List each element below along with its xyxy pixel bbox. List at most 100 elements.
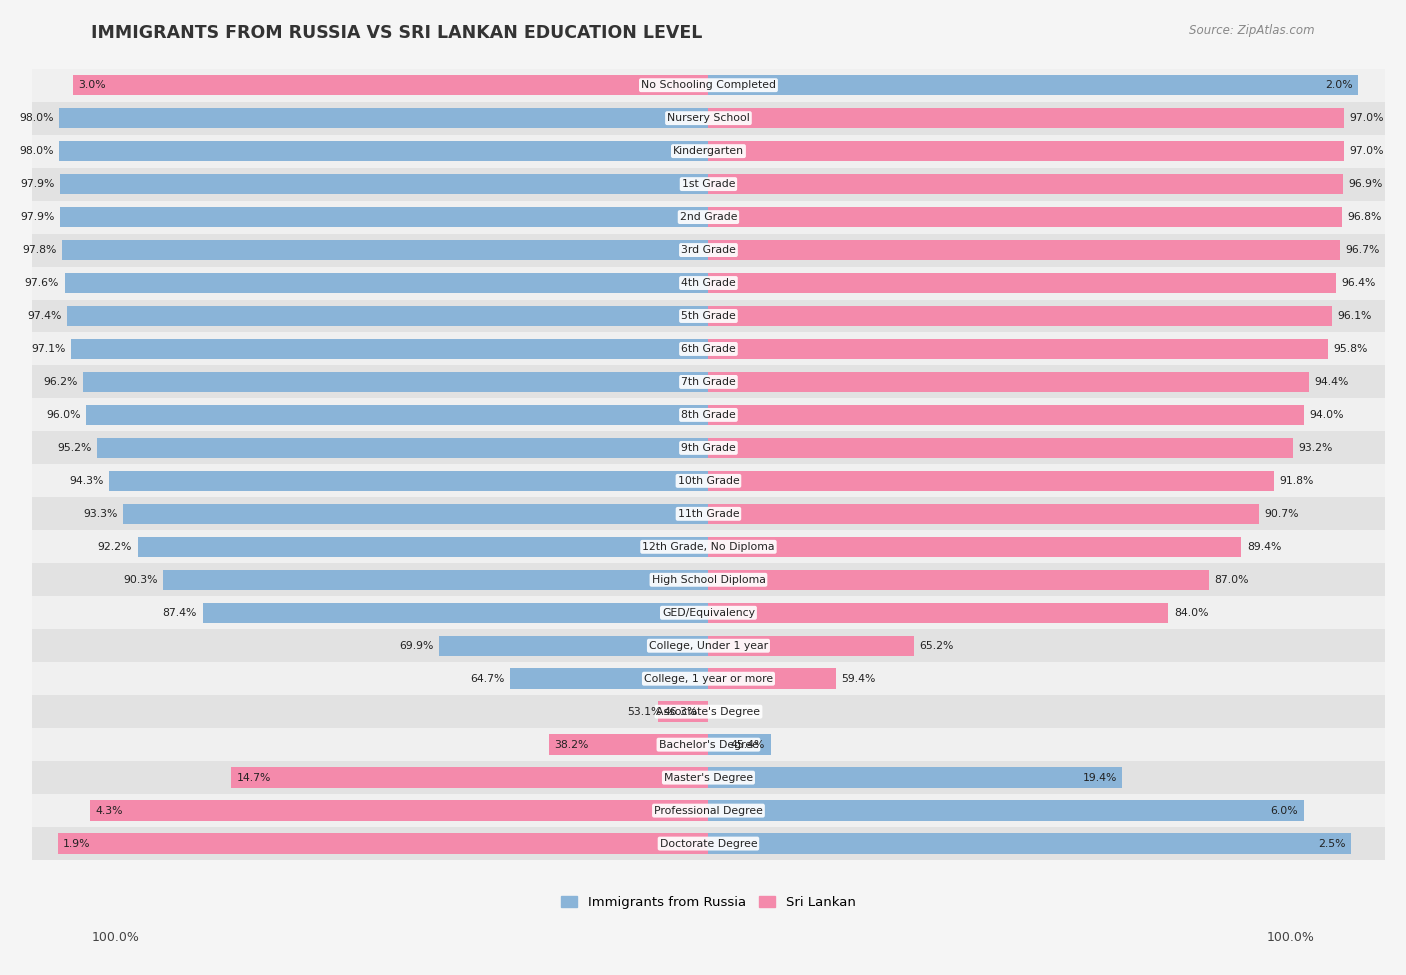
Bar: [32, 497, 1385, 530]
Bar: [709, 273, 1336, 293]
Text: 2.0%: 2.0%: [1324, 80, 1353, 90]
Text: 4.3%: 4.3%: [96, 805, 124, 816]
Text: 97.4%: 97.4%: [28, 311, 62, 321]
Text: 6.0%: 6.0%: [1271, 805, 1298, 816]
Bar: [60, 207, 709, 227]
Text: 92.2%: 92.2%: [98, 542, 132, 552]
Text: 98.0%: 98.0%: [20, 146, 53, 156]
Text: 46.3%: 46.3%: [664, 707, 699, 717]
Bar: [709, 338, 1329, 359]
Text: 90.7%: 90.7%: [1264, 509, 1299, 519]
Bar: [709, 108, 1344, 129]
Text: 100.0%: 100.0%: [1267, 931, 1315, 945]
Text: Doctorate Degree: Doctorate Degree: [659, 838, 758, 848]
Bar: [32, 761, 1385, 794]
Text: 3rd Grade: 3rd Grade: [681, 245, 735, 255]
Bar: [709, 371, 1309, 392]
Text: 96.4%: 96.4%: [1341, 278, 1376, 288]
Text: 94.3%: 94.3%: [69, 476, 104, 486]
Bar: [73, 75, 709, 96]
Text: 19.4%: 19.4%: [1083, 772, 1116, 783]
Text: 89.4%: 89.4%: [1247, 542, 1281, 552]
Bar: [58, 834, 709, 854]
Bar: [72, 338, 709, 359]
Text: 96.1%: 96.1%: [1337, 311, 1372, 321]
Text: 93.2%: 93.2%: [1298, 443, 1333, 453]
Text: 69.9%: 69.9%: [399, 641, 434, 650]
Bar: [32, 234, 1385, 266]
Bar: [709, 240, 1340, 260]
Text: 4th Grade: 4th Grade: [681, 278, 735, 288]
Bar: [709, 569, 1209, 590]
Text: 96.7%: 96.7%: [1346, 245, 1379, 255]
Text: 11th Grade: 11th Grade: [678, 509, 740, 519]
Bar: [709, 603, 1168, 623]
Text: 45.4%: 45.4%: [731, 740, 765, 750]
Text: High School Diploma: High School Diploma: [651, 575, 765, 585]
Bar: [709, 669, 835, 689]
Bar: [202, 603, 709, 623]
Bar: [32, 794, 1385, 827]
Bar: [60, 174, 709, 194]
Text: Master's Degree: Master's Degree: [664, 772, 754, 783]
Text: 7th Grade: 7th Grade: [681, 377, 735, 387]
Bar: [658, 701, 709, 722]
Text: 5th Grade: 5th Grade: [681, 311, 735, 321]
Bar: [32, 299, 1385, 332]
Bar: [110, 471, 709, 491]
Bar: [122, 504, 709, 525]
Bar: [439, 636, 709, 656]
Text: 93.3%: 93.3%: [83, 509, 117, 519]
Text: Bachelor's Degree: Bachelor's Degree: [658, 740, 758, 750]
Text: Professional Degree: Professional Degree: [654, 805, 763, 816]
Bar: [32, 431, 1385, 464]
Text: 98.0%: 98.0%: [20, 113, 53, 123]
Bar: [709, 438, 1294, 458]
Text: College, Under 1 year: College, Under 1 year: [650, 641, 768, 650]
Bar: [709, 800, 1303, 821]
Text: 96.0%: 96.0%: [46, 410, 80, 420]
Text: 100.0%: 100.0%: [91, 931, 139, 945]
Text: 97.0%: 97.0%: [1350, 146, 1384, 156]
Text: 2.5%: 2.5%: [1317, 838, 1346, 848]
Text: 94.4%: 94.4%: [1315, 377, 1348, 387]
Bar: [32, 135, 1385, 168]
Bar: [59, 141, 709, 161]
Text: 38.2%: 38.2%: [554, 740, 589, 750]
Text: Nursery School: Nursery School: [666, 113, 749, 123]
Bar: [709, 504, 1258, 525]
Text: 96.9%: 96.9%: [1348, 179, 1382, 189]
Bar: [97, 438, 709, 458]
Bar: [62, 240, 709, 260]
Bar: [32, 366, 1385, 399]
Text: 97.1%: 97.1%: [31, 344, 66, 354]
Text: No Schooling Completed: No Schooling Completed: [641, 80, 776, 90]
Bar: [709, 207, 1341, 227]
Bar: [67, 306, 709, 327]
Bar: [666, 701, 709, 722]
Bar: [709, 734, 770, 755]
Bar: [32, 564, 1385, 597]
Bar: [32, 332, 1385, 366]
Bar: [32, 68, 1385, 101]
Text: 6th Grade: 6th Grade: [681, 344, 735, 354]
Text: 1.9%: 1.9%: [63, 838, 90, 848]
Text: 95.2%: 95.2%: [58, 443, 91, 453]
Text: 53.1%: 53.1%: [627, 707, 661, 717]
Bar: [709, 306, 1331, 327]
Bar: [709, 174, 1343, 194]
Text: 90.3%: 90.3%: [124, 575, 157, 585]
Text: 91.8%: 91.8%: [1279, 476, 1313, 486]
Bar: [163, 569, 709, 590]
Bar: [83, 371, 709, 392]
Bar: [709, 471, 1274, 491]
Bar: [548, 734, 709, 755]
Text: 97.6%: 97.6%: [25, 278, 59, 288]
Bar: [90, 800, 709, 821]
Text: 8th Grade: 8th Grade: [681, 410, 735, 420]
Text: 59.4%: 59.4%: [841, 674, 876, 683]
Text: College, 1 year or more: College, 1 year or more: [644, 674, 773, 683]
Bar: [709, 834, 1351, 854]
Bar: [709, 536, 1241, 557]
Bar: [32, 728, 1385, 761]
